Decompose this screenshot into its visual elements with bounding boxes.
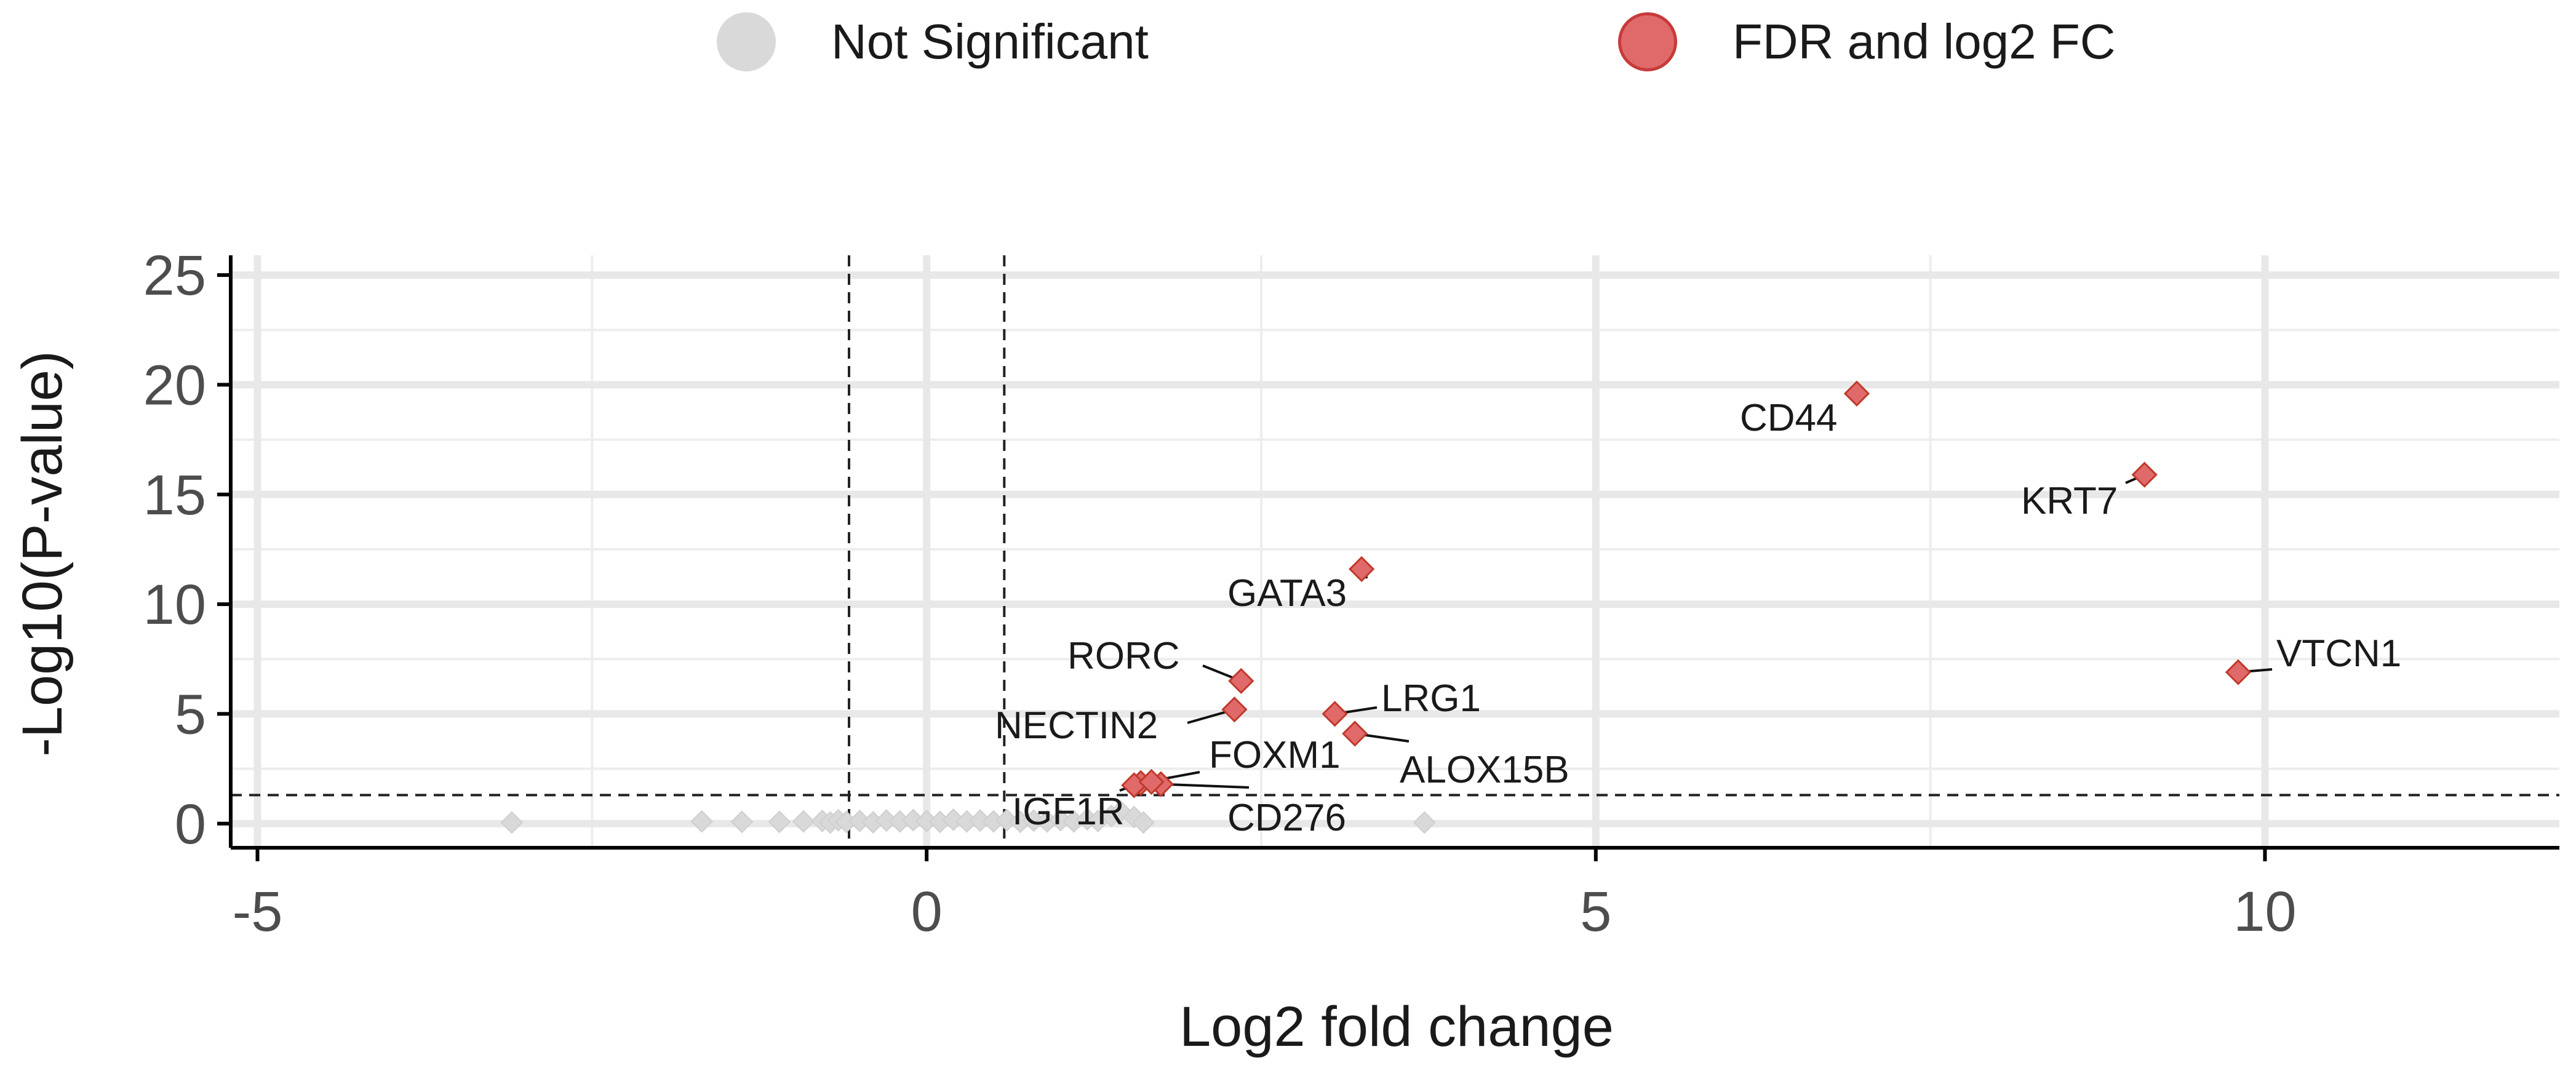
point-not-significant [792, 810, 815, 833]
points-not-significant [500, 800, 1436, 834]
label-connector-cd276 [1160, 783, 1250, 789]
y-tick-label: 5 [175, 683, 206, 746]
x-axis-title: Log2 fold change [1179, 995, 1614, 1058]
grid-major [231, 255, 2559, 848]
point-significant [1342, 720, 1368, 747]
y-tick-label: 20 [143, 354, 206, 416]
point-not-significant [942, 808, 965, 831]
point-not-significant [500, 811, 524, 834]
gene-labels: CD44 KRT7 GATA3 VTCN1 RORC LRG1 NECTIN2 ALOX15B… [995, 397, 2401, 839]
y-axis-title: -Log10(P-value) [11, 351, 74, 757]
point-not-significant [730, 810, 754, 834]
gene-label-cd276: CD276 [1227, 797, 1346, 839]
gene-label-igf1r: IGF1R [1012, 791, 1125, 833]
gene-label-krt7: KRT7 [2021, 480, 2118, 522]
gene-label-gata3: GATA3 [1227, 572, 1347, 615]
y-tick-label: 25 [143, 244, 206, 307]
x-tick-label: -5 [233, 880, 283, 943]
point-not-significant [1132, 811, 1155, 834]
gene-label-lrg1: LRG1 [1381, 677, 1481, 720]
points-significant [1121, 380, 2252, 799]
point-significant [1228, 668, 1254, 695]
point-not-significant [768, 810, 791, 834]
y-tick-label: 0 [175, 793, 206, 856]
point-significant [2131, 461, 2158, 488]
point-significant [1221, 696, 1248, 723]
x-tick-label: 5 [1580, 880, 1611, 943]
gene-label-vtcn1: VTCN1 [2276, 632, 2401, 675]
threshold-lines [231, 255, 2559, 848]
chart-legend: Not Significant FDR and log2 FC [0, 0, 2576, 92]
gene-label-foxm1: FOXM1 [1209, 734, 1341, 776]
legend-swatch-not-significant [717, 12, 776, 71]
point-significant [2225, 659, 2252, 685]
gene-label-cd44: CD44 [1740, 397, 1838, 439]
point-significant [1843, 380, 1870, 407]
y-tick-label: 15 [143, 464, 206, 527]
x-tick-label: 10 [2233, 880, 2296, 943]
point-significant [1138, 768, 1165, 795]
x-tick-label: 0 [911, 880, 943, 943]
legend-item-significant: FDR and log2 FC [1618, 11, 2115, 73]
point-not-significant [995, 808, 1019, 832]
point-not-significant [690, 810, 714, 833]
legend-label-not-significant: Not Significant [831, 14, 1149, 69]
gene-label-alox15b: ALOX15B [1400, 749, 1569, 791]
y-tick-label: 10 [143, 573, 206, 636]
point-not-significant [1413, 811, 1436, 834]
axes: 0 5 10 15 20 25 -5 0 5 10 [143, 244, 2559, 943]
gene-label-rorc: RORC [1067, 635, 1180, 677]
gene-label-nectin2: NECTIN2 [995, 704, 1158, 747]
legend-label-significant: FDR and log2 FC [1733, 14, 2116, 69]
point-significant [1322, 701, 1348, 727]
point-significant [1348, 556, 1375, 583]
legend-item-not-significant: Not Significant [717, 11, 1149, 73]
legend-swatch-significant [1618, 12, 1677, 71]
grid-minor [231, 255, 2559, 848]
